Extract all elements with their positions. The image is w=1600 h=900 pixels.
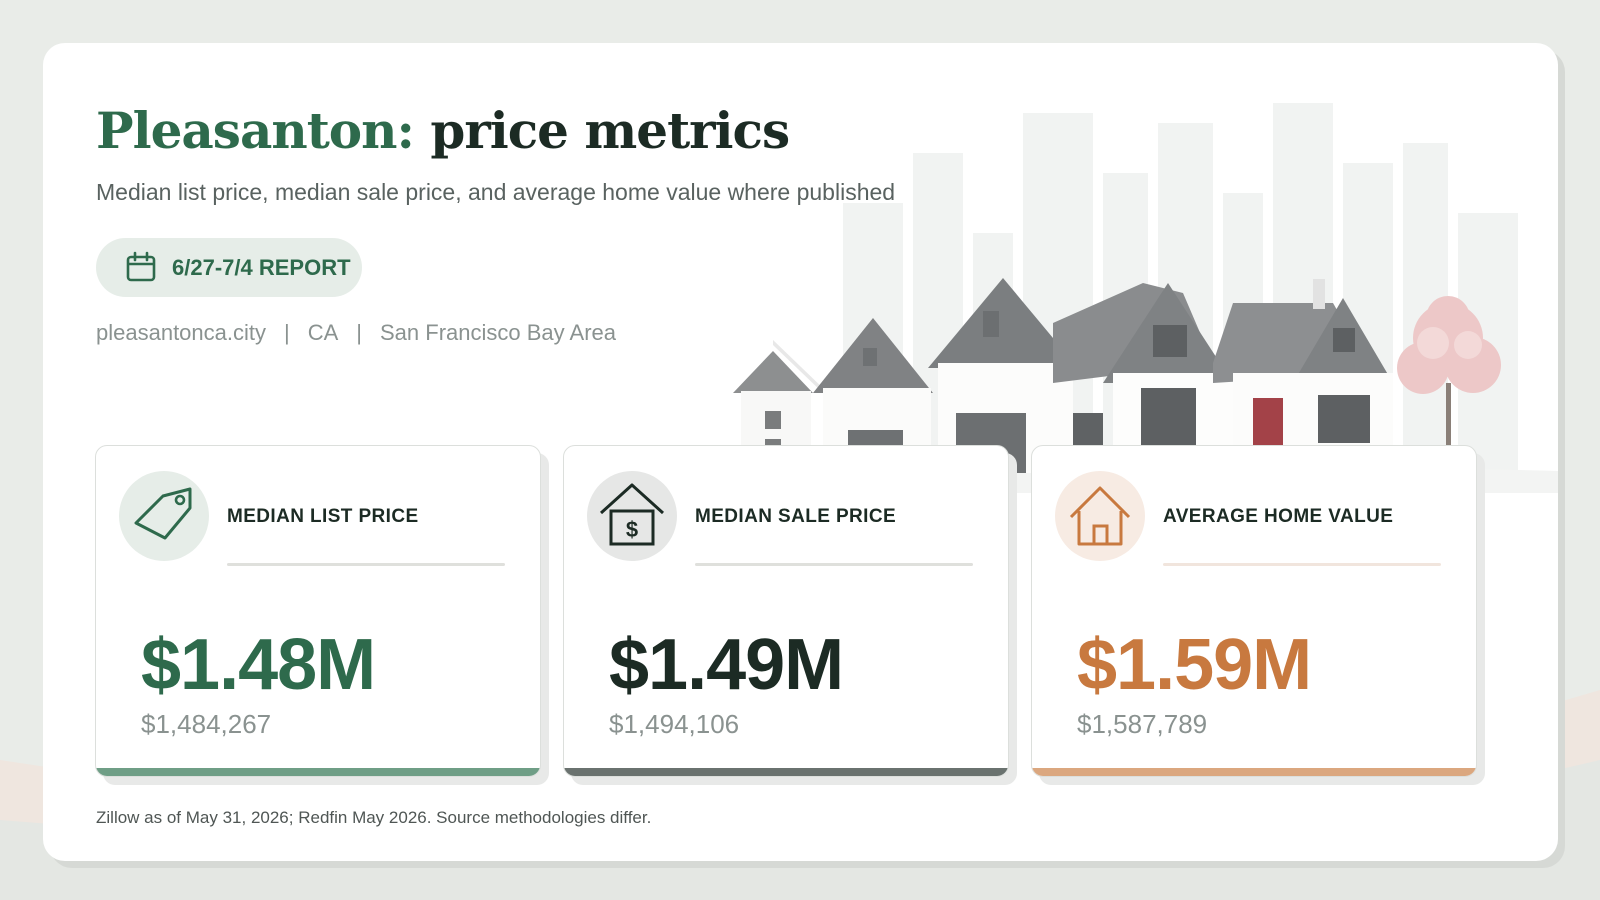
houses-illustration bbox=[713, 103, 1558, 493]
metric-card-median-sale-price: $ MEDIAN SALE PRICE $1.49M $1,494,106 bbox=[563, 445, 1009, 777]
page-subtitle: Median list price, median sale price, an… bbox=[96, 179, 896, 205]
metric-exact-value: $1,494,106 bbox=[609, 709, 740, 739]
metric-exact-value: $1,587,789 bbox=[1077, 709, 1208, 739]
metric-label: MEDIAN LIST PRICE bbox=[227, 506, 419, 527]
source-footnote: Zillow as of May 31, 2026; Redfin May 20… bbox=[96, 808, 652, 827]
icon-circle bbox=[1055, 471, 1145, 561]
metric-label: MEDIAN SALE PRICE bbox=[695, 506, 897, 527]
website-text: pleasantonca.city bbox=[96, 320, 266, 345]
metric-divider bbox=[695, 563, 973, 566]
icon-circle: $ bbox=[587, 471, 677, 561]
state-text: CA bbox=[307, 320, 339, 345]
metric-accent-bar bbox=[96, 768, 540, 776]
metric-card-median-list-price: MEDIAN LIST PRICE $1.48M $1,484,267 bbox=[95, 445, 541, 777]
metric-exact-value: $1,484,267 bbox=[141, 709, 272, 739]
metric-divider bbox=[1163, 563, 1441, 566]
metric-value: $1.49M bbox=[609, 625, 844, 705]
price-tag-icon bbox=[134, 487, 192, 540]
metric-accent-bar bbox=[564, 768, 1008, 776]
metric-divider bbox=[227, 563, 505, 566]
page-title: Pleasanton: price metrics bbox=[96, 101, 790, 161]
meta-separator: | bbox=[284, 320, 290, 345]
region-text: San Francisco Bay Area bbox=[380, 320, 617, 345]
icon-circle bbox=[119, 471, 209, 561]
metric-value: $1.48M bbox=[141, 625, 376, 705]
house-icon bbox=[1069, 486, 1131, 546]
meta-separator: | bbox=[356, 320, 362, 345]
svg-text:$: $ bbox=[626, 517, 638, 542]
house-dollar-icon: $ bbox=[599, 483, 665, 546]
report-badge-label: 6/27-7/4 REPORT bbox=[172, 255, 351, 280]
location-meta: pleasantonca.city | CA | San Francisco Bay A… bbox=[96, 320, 616, 346]
metric-value: $1.59M bbox=[1077, 625, 1312, 705]
title-rest: price metrics bbox=[430, 101, 790, 160]
report-badge: 6/27-7/4 REPORT bbox=[96, 238, 362, 297]
metric-accent-bar bbox=[1032, 768, 1476, 776]
calendar-icon bbox=[126, 251, 156, 282]
title-city: Pleasanton: bbox=[96, 101, 415, 160]
metric-card-average-home-value: AVERAGE HOME VALUE $1.59M $1,587,789 bbox=[1031, 445, 1477, 777]
metric-label: AVERAGE HOME VALUE bbox=[1163, 506, 1394, 527]
report-card: Pleasanton: price metrics Median list pr… bbox=[43, 43, 1558, 861]
